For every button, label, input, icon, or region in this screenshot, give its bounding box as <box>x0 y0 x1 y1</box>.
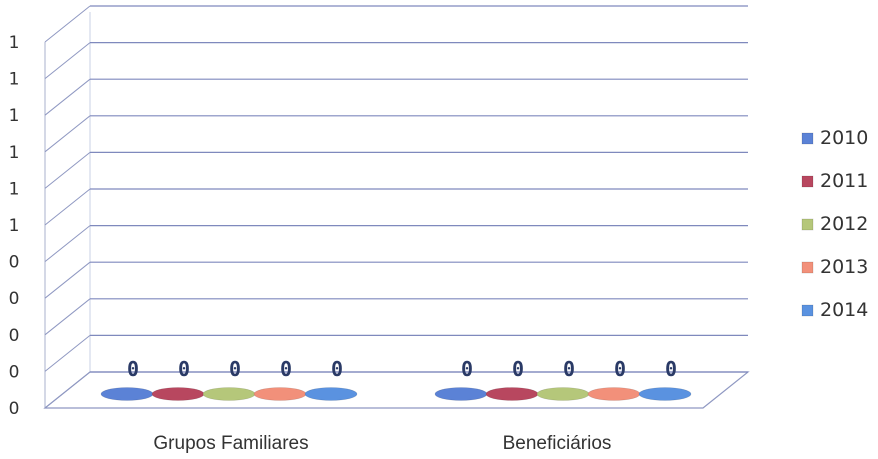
legend: 2010 2011 2012 2013 2014 <box>801 127 868 321</box>
y-tick-label: 1 <box>9 216 20 236</box>
bar <box>100 387 154 401</box>
data-label: 0 <box>665 357 677 381</box>
y-tick-label: 1 <box>9 33 20 53</box>
bar <box>151 387 205 401</box>
data-label: 0 <box>280 357 292 381</box>
gridlines <box>44 5 748 409</box>
y-tick-label: 0 <box>9 399 20 419</box>
category-labels: Grupos Familiares Beneficiários <box>153 433 611 454</box>
legend-label: 2014 <box>820 299 868 321</box>
legend-swatch <box>801 304 814 317</box>
data-labels: 0 0 0 0 0 0 0 0 0 0 <box>127 357 677 381</box>
y-axis-ticks: 0 0 0 0 0 1 1 1 1 1 1 <box>9 33 20 419</box>
gridline-diagonal <box>44 298 91 336</box>
data-label: 0 <box>229 357 241 381</box>
y-tick-label: 1 <box>9 179 20 199</box>
bar <box>304 387 358 401</box>
bars <box>100 387 692 401</box>
chart-walls <box>43 12 750 409</box>
gridline-diagonal <box>44 335 91 372</box>
gridline-diagonal <box>44 115 91 153</box>
y-tick-label: 0 <box>9 289 20 309</box>
gridline-diagonal <box>44 371 91 409</box>
data-label: 0 <box>461 357 473 381</box>
gridline-diagonal <box>44 5 91 43</box>
legend-label: 2011 <box>820 170 868 192</box>
bar <box>485 387 539 401</box>
legend-swatch <box>801 175 814 188</box>
data-label: 0 <box>178 357 190 381</box>
legend-label: 2013 <box>820 256 868 278</box>
bar <box>202 387 256 401</box>
y-tick-label: 1 <box>9 70 20 90</box>
data-label: 0 <box>331 357 343 381</box>
gridline-diagonal <box>44 225 91 262</box>
legend-swatch <box>801 218 814 231</box>
legend-swatch <box>801 132 814 145</box>
bar <box>253 387 307 401</box>
data-label: 0 <box>127 357 139 381</box>
gridline-diagonal <box>44 152 91 189</box>
data-label: 0 <box>512 357 524 381</box>
bar <box>536 387 590 401</box>
gridline-diagonal <box>44 261 91 299</box>
bar <box>587 387 641 401</box>
legend-swatch <box>801 261 814 274</box>
y-tick-label: 0 <box>9 362 20 382</box>
data-label: 0 <box>563 357 575 381</box>
gridline-diagonal <box>44 42 91 79</box>
gridline-diagonal <box>44 78 91 116</box>
bar <box>638 387 692 401</box>
y-tick-label: 0 <box>9 326 20 346</box>
category-label: Beneficiários <box>503 433 612 454</box>
legend-label: 2010 <box>820 127 868 149</box>
y-tick-label: 1 <box>9 143 20 163</box>
legend-label: 2012 <box>820 213 868 235</box>
data-label: 0 <box>614 357 626 381</box>
y-tick-label: 1 <box>9 106 20 126</box>
gridline-diagonal <box>44 188 91 226</box>
floor <box>43 371 750 409</box>
category-label: Grupos Familiares <box>153 433 308 454</box>
bar <box>434 387 488 401</box>
y-tick-label: 0 <box>9 253 20 273</box>
